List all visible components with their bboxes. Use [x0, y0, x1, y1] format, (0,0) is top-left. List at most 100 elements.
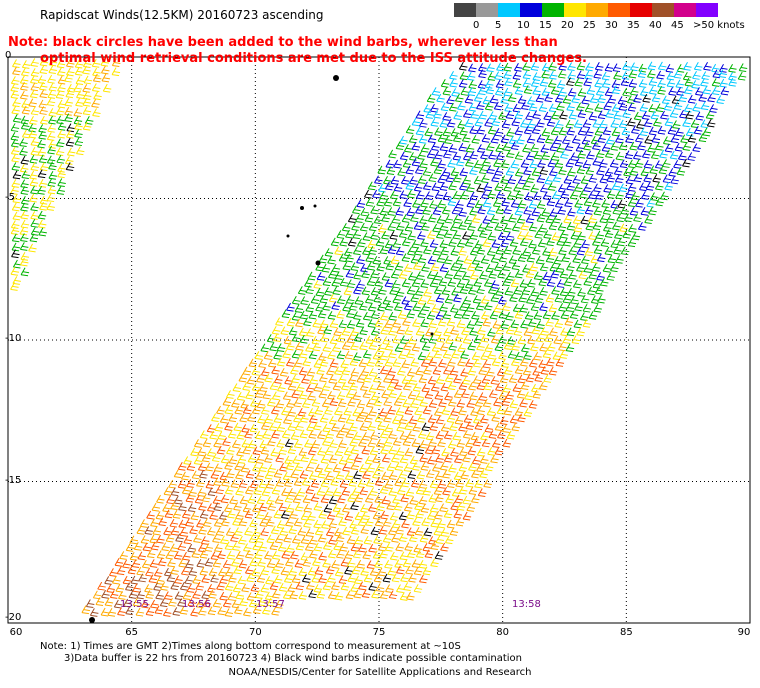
- wind-barb: [487, 189, 496, 199]
- wind-barb: [718, 69, 727, 79]
- wind-barb: [547, 79, 557, 89]
- wind-barb: [491, 117, 500, 127]
- wind-barb: [552, 214, 561, 224]
- wind-barb: [594, 127, 604, 137]
- wind-barb: [234, 405, 243, 415]
- wind-barb: [392, 358, 401, 368]
- wind-barb: [246, 592, 256, 601]
- wind-barb: [135, 607, 145, 617]
- wind-barb: [529, 159, 538, 169]
- wind-barb: [453, 509, 462, 519]
- wind-barb: [588, 190, 597, 200]
- wind-barb: [502, 262, 511, 272]
- wind-barb: [542, 349, 552, 359]
- wind-barb: [426, 295, 436, 305]
- wind-barb: [320, 478, 330, 488]
- wind-barb: [331, 581, 340, 591]
- wind-barb: [395, 447, 405, 457]
- wind-barb: [448, 238, 457, 248]
- wind-barb: [662, 136, 672, 145]
- wind-barb: [512, 303, 522, 313]
- wind-barb: [415, 126, 425, 136]
- wind-barb: [503, 70, 512, 80]
- wind-barb: [20, 257, 29, 267]
- wind-barb: [379, 429, 389, 439]
- wind-barb: [409, 496, 418, 505]
- wind-barb: [338, 253, 348, 263]
- wind-barb: [395, 141, 405, 150]
- wind-barb: [678, 93, 688, 103]
- wind-barb: [169, 518, 179, 528]
- wind-barb: [361, 511, 370, 521]
- wind-barb: [91, 59, 101, 68]
- wind-barb: [208, 567, 218, 577]
- wind-barb: [439, 182, 449, 191]
- wind-barb: [495, 143, 504, 153]
- wind-barb: [450, 262, 459, 272]
- wind-barb: [298, 366, 308, 376]
- wind-barb: [502, 302, 511, 312]
- wind-barb: [589, 94, 599, 104]
- wind-barb: [313, 502, 322, 512]
- wind-barb: [613, 166, 623, 176]
- wind-barb: [82, 65, 91, 75]
- wind-barb: [572, 215, 582, 225]
- wind-barb: [224, 541, 234, 551]
- wind-barb: [467, 87, 477, 97]
- wind-barb: [462, 376, 471, 385]
- wind-barb: [558, 342, 567, 352]
- wind-barb: [251, 366, 260, 376]
- wind-barb: [567, 62, 576, 72]
- wind-barb: [618, 183, 628, 193]
- wind-barb: [359, 382, 369, 392]
- wind-barb: [395, 565, 405, 575]
- wind-barb: [563, 277, 573, 287]
- wind-barb: [471, 351, 481, 361]
- island: [89, 617, 95, 623]
- wind-barb: [186, 584, 196, 593]
- wind-barb: [370, 392, 380, 401]
- wind-barb: [439, 119, 448, 128]
- wind-barb: [494, 71, 503, 81]
- wind-barb: [332, 503, 342, 513]
- wind-barb: [408, 335, 417, 345]
- wind-barb: [622, 87, 631, 97]
- wind-barb: [325, 471, 334, 481]
- wind-barb: [365, 398, 375, 408]
- wind-barb: [413, 566, 423, 576]
- wind-barb: [398, 511, 408, 521]
- wind-barb: [536, 320, 545, 329]
- wind-barb: [300, 296, 309, 305]
- wind-barb: [566, 182, 575, 191]
- wind-barb: [532, 191, 542, 201]
- wind-barb: [394, 462, 404, 471]
- wind-barb: [472, 437, 482, 447]
- wind-barb: [404, 542, 413, 552]
- wind-barb: [414, 406, 423, 416]
- wind-barb: [497, 269, 506, 279]
- wind-barb: [187, 503, 197, 513]
- wind-barb: [334, 406, 343, 416]
- wind-barb: [55, 147, 65, 157]
- wind-barb: [37, 186, 46, 195]
- wind-barb: [321, 263, 331, 273]
- wind-barb: [388, 389, 397, 399]
- wind-barb: [233, 502, 242, 511]
- wind-barb: [440, 542, 449, 552]
- wind-barb: [501, 397, 510, 406]
- wind-barb: [415, 486, 425, 495]
- wind-barb: [177, 479, 187, 489]
- wind-barb: [513, 62, 523, 72]
- wind-barb: [405, 181, 414, 191]
- wind-barb: [198, 525, 207, 535]
- wind-barb: [179, 527, 188, 537]
- wind-barb: [362, 232, 371, 241]
- wind-barb: [384, 319, 393, 329]
- wind-barb: [469, 191, 479, 201]
- wind-barb: [48, 161, 57, 171]
- wind-barb: [10, 90, 20, 99]
- wind-barb: [606, 190, 616, 199]
- wind-barb: [507, 93, 517, 103]
- wind-barb: [311, 335, 321, 345]
- wind-barb: [21, 129, 31, 139]
